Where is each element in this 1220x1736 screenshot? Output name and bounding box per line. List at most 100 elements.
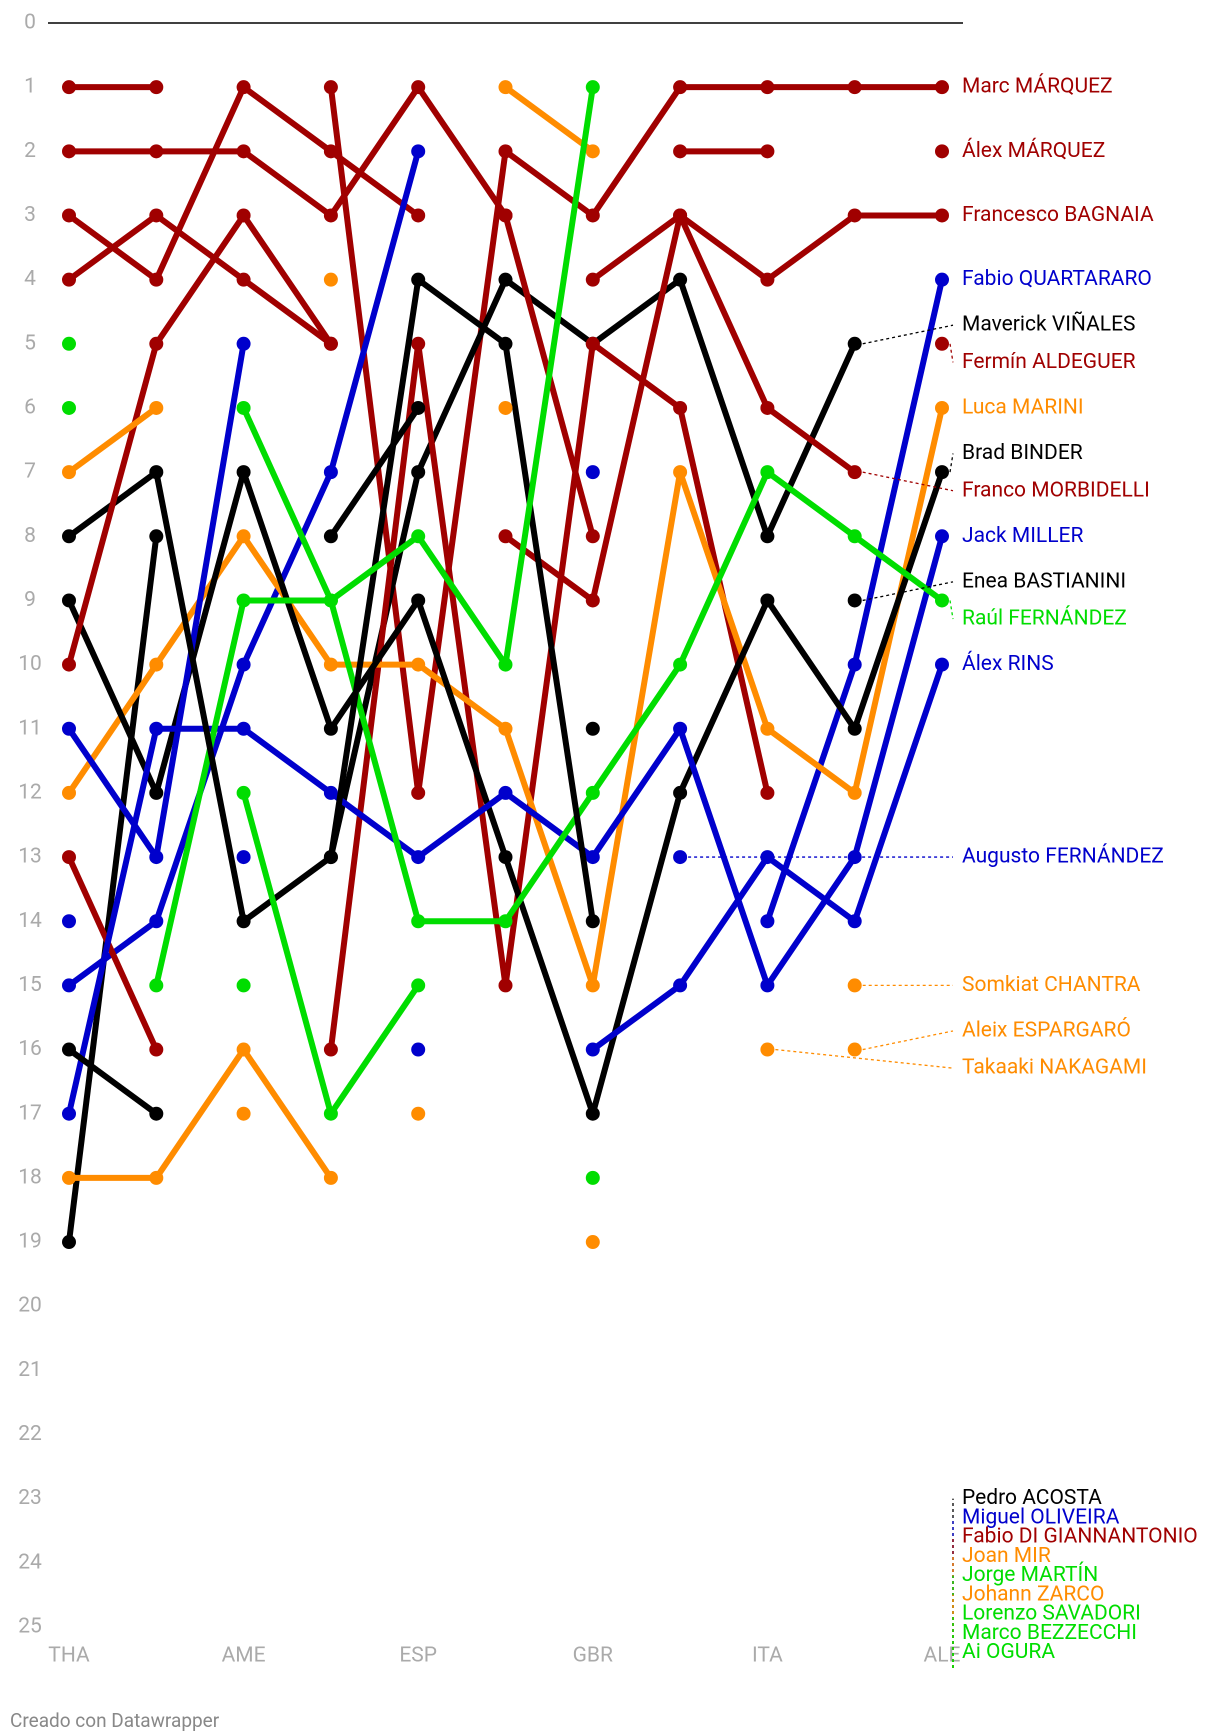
rider-label: Fermín ALDEGUER — [962, 350, 1136, 374]
rider-point — [62, 336, 76, 351]
rider-point — [585, 721, 600, 736]
rider-line — [328, 406, 421, 538]
rider-point — [411, 1106, 426, 1121]
rider-point — [498, 336, 513, 351]
rider-point — [847, 657, 862, 672]
rider-point — [323, 1042, 338, 1057]
x-tick-label: THA — [48, 1644, 90, 1668]
rider-point — [673, 657, 688, 672]
rider-point — [149, 465, 164, 480]
rider-point — [149, 208, 164, 223]
rider-point — [585, 144, 600, 159]
rider-label: Aleix ESPARGARÓ — [962, 1018, 1131, 1043]
rider-point — [585, 978, 600, 993]
rider-point — [236, 721, 251, 736]
rider-point — [236, 978, 251, 993]
rider-point — [411, 208, 426, 223]
rider-point — [498, 208, 513, 223]
rider-point — [149, 850, 164, 865]
rider-point — [847, 80, 862, 95]
rider-label: Maverick VIÑALES — [962, 312, 1136, 337]
y-tick-label: 5 — [24, 331, 36, 355]
rider-point — [935, 529, 949, 544]
rider-line — [327, 276, 858, 858]
rider-point — [498, 80, 513, 95]
rider-point — [585, 529, 600, 544]
rider-point — [498, 978, 513, 993]
rider-point — [585, 272, 600, 287]
y-tick-label: 3 — [24, 203, 36, 227]
rider-point — [323, 336, 338, 351]
rider-point — [498, 144, 513, 159]
rider-point — [236, 400, 251, 415]
rider-point — [847, 850, 862, 865]
rider-point — [236, 529, 251, 544]
rider-point — [673, 80, 688, 95]
rider-point — [411, 1042, 426, 1057]
rider-label: Lorenzo SAVADORI — [962, 1602, 1141, 1626]
rider-point — [236, 144, 251, 159]
y-tick-label: 0 — [24, 11, 36, 35]
y-tick-label: 19 — [18, 1230, 42, 1254]
rider-point — [236, 850, 251, 865]
y-tick-label: 11 — [18, 716, 42, 740]
rider-point — [149, 914, 164, 929]
rider-point — [498, 529, 513, 544]
rider-point — [62, 1235, 76, 1250]
y-tick-label: 17 — [18, 1101, 42, 1125]
rider-point — [323, 1170, 338, 1185]
rider-point — [323, 785, 338, 800]
rider-point — [411, 978, 426, 993]
rider-point — [760, 978, 775, 993]
rider-point — [236, 208, 251, 223]
x-tick-label: ESP — [399, 1644, 437, 1668]
rider-label: Augusto FERNÁNDEZ — [962, 844, 1164, 869]
rider-point — [323, 80, 338, 95]
rider-point — [673, 978, 688, 993]
rider-label: Somkiat CHANTRA — [962, 973, 1141, 997]
rider-label: Fabio QUARTARARO — [962, 267, 1152, 291]
rider-label: Joan MIR — [962, 1544, 1051, 1568]
rider-point — [323, 721, 338, 736]
y-tick-label: 21 — [18, 1358, 42, 1382]
rider-line — [67, 405, 159, 475]
rider-label: Raúl FERNÁNDEZ — [962, 606, 1127, 631]
y-tick-label: 24 — [18, 1550, 42, 1574]
rider-point — [760, 400, 775, 415]
rider-line — [591, 212, 942, 283]
rider-point — [323, 272, 338, 287]
rider-line — [66, 212, 334, 666]
rider-point — [847, 593, 862, 608]
y-tick-label: 8 — [24, 524, 36, 548]
rider-point — [236, 914, 251, 929]
rider-line — [327, 340, 771, 1050]
rider-point — [585, 593, 600, 608]
rider-point — [149, 1170, 164, 1185]
y-tick-label: 10 — [18, 652, 42, 676]
rider-point — [585, 850, 600, 865]
rider-point — [585, 1235, 600, 1250]
rider-point — [411, 593, 426, 608]
rider-label: Fabio DI GIANNANTONIO — [962, 1525, 1198, 1549]
rider-point — [149, 336, 164, 351]
rider-point — [411, 144, 426, 159]
rider-point — [411, 850, 426, 865]
rider-point — [847, 785, 862, 800]
rider-point — [62, 400, 76, 415]
rider-point — [760, 721, 775, 736]
rider-point — [62, 272, 76, 287]
label-connector — [862, 1030, 954, 1051]
rider-point — [236, 1106, 251, 1121]
rider-line — [69, 1046, 334, 1181]
rider-label: Marc MÁRQUEZ — [962, 74, 1113, 99]
rider-point — [760, 465, 775, 480]
rider-point — [847, 721, 862, 736]
rider-point — [673, 400, 688, 415]
rider-point — [149, 80, 164, 95]
rider-point — [760, 272, 775, 287]
rider-point — [673, 721, 688, 736]
rider-label: Francesco BAGNAIA — [962, 203, 1154, 227]
rider-point — [62, 208, 76, 223]
y-tick-label: 7 — [24, 460, 36, 484]
rider-label: Brad BINDER — [962, 441, 1083, 465]
